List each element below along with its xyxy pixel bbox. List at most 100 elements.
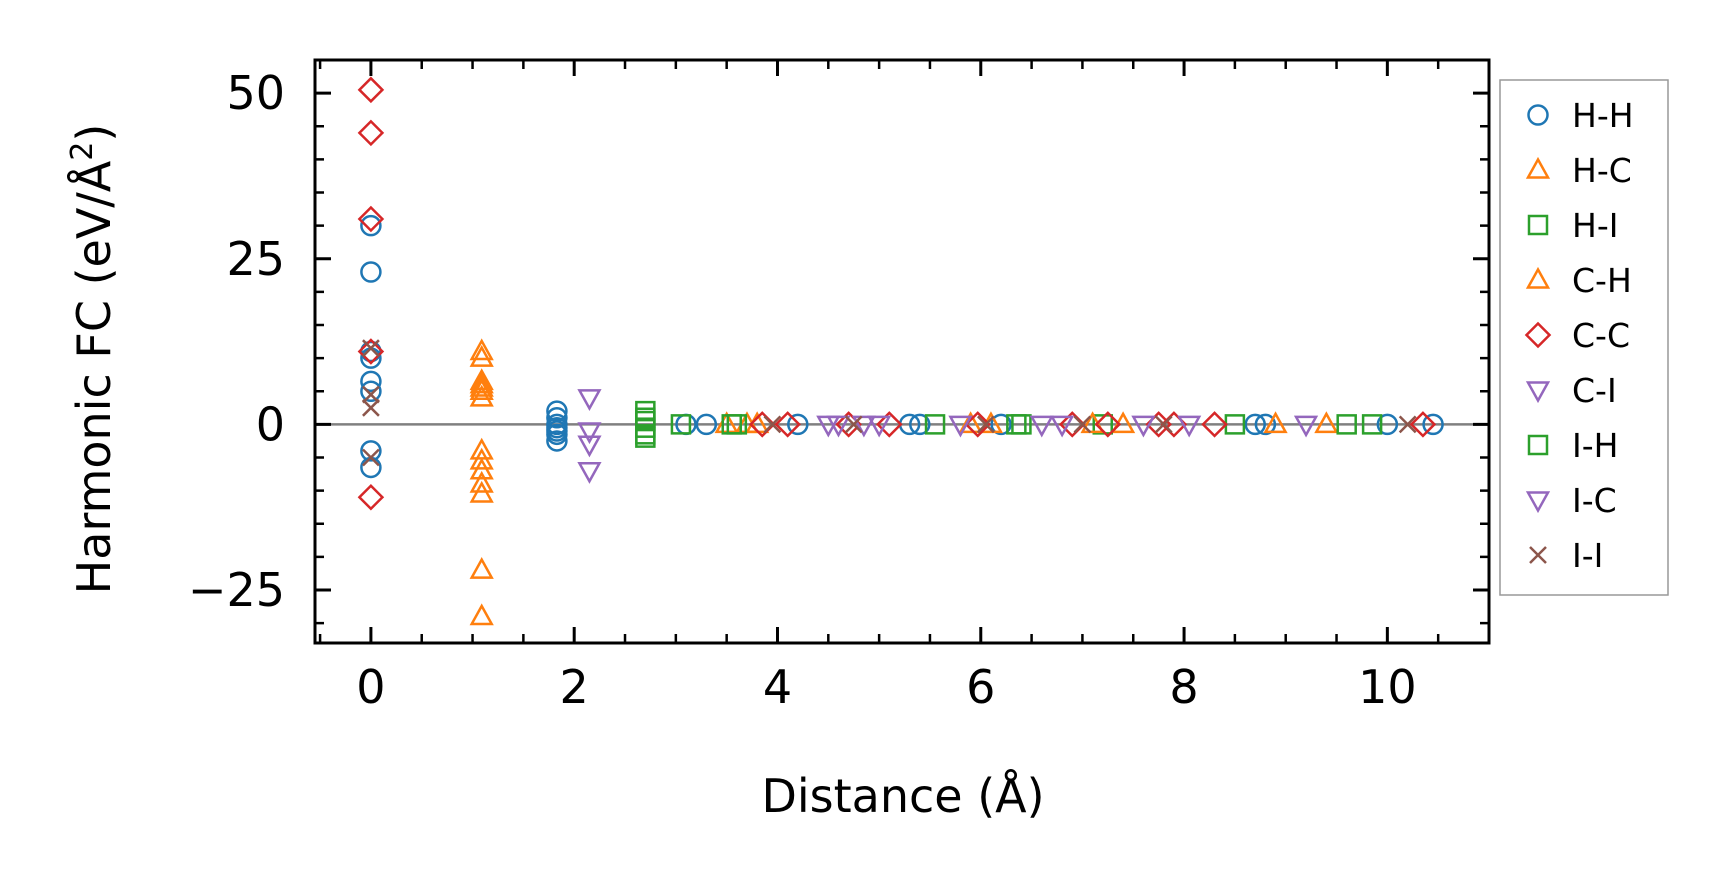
legend-item: H-I (1527, 206, 1618, 245)
legend-marker (1527, 434, 1549, 456)
legend-marker (1525, 381, 1551, 404)
data-point (948, 415, 973, 438)
data-point (1422, 413, 1444, 436)
data-point (774, 411, 801, 438)
legend-item: I-C (1525, 481, 1617, 520)
legend-item: C-C (1524, 316, 1630, 355)
data-point (360, 340, 382, 363)
data-point (469, 603, 494, 626)
data-point (958, 411, 983, 434)
data-point (546, 407, 568, 429)
data-point (1201, 411, 1228, 438)
legend-item: C-H (1525, 261, 1632, 300)
legend-marker (1524, 321, 1552, 349)
data-point (469, 338, 494, 361)
data-point (876, 411, 903, 438)
legend-marker (1527, 104, 1549, 126)
data-point (1376, 413, 1399, 436)
legend-item: H-H (1527, 96, 1634, 135)
data-point (1092, 414, 1113, 435)
data-point (635, 407, 656, 428)
data-point (546, 423, 568, 446)
data-point (362, 385, 380, 404)
data-point (577, 435, 602, 458)
y-axis-label-sup: 2 (65, 142, 100, 161)
data-point (1361, 414, 1383, 435)
data-point (851, 415, 877, 438)
x-tick-label: 0 (356, 660, 385, 714)
legend-label: I-I (1572, 536, 1603, 575)
data-point (1029, 415, 1054, 438)
data-point (469, 345, 494, 367)
data-point (763, 415, 782, 434)
data-point (469, 384, 494, 407)
series-I-C (826, 415, 1202, 438)
y-tick-label: 25 (226, 232, 285, 286)
x-tick-label: 2 (560, 660, 589, 714)
legend-label: C-H (1572, 261, 1632, 300)
x-tick-label: 8 (1169, 660, 1198, 714)
legend-label: C-I (1572, 371, 1617, 410)
y-tick-label: 50 (226, 66, 285, 120)
data-point (1293, 415, 1319, 438)
data-point (360, 261, 382, 283)
data-point (1049, 415, 1075, 438)
data-point (964, 411, 991, 438)
data-point (1244, 413, 1266, 436)
legend-label: H-H (1572, 96, 1634, 135)
legend-item: I-H (1527, 426, 1618, 465)
y-axis-label: Harmonic FC (eV/Å2) (65, 124, 121, 595)
data-point (577, 389, 602, 411)
data-point (816, 415, 841, 438)
data-point (990, 413, 1012, 436)
data-point (357, 205, 385, 233)
data-point (635, 424, 656, 445)
legend-marker (1527, 214, 1549, 236)
data-point (1154, 415, 1173, 434)
data-point (867, 415, 892, 438)
data-point (577, 422, 602, 445)
y-tick-label: −25 (188, 563, 285, 617)
series-C-I (577, 389, 1319, 484)
y-axis-label-close: ) (67, 124, 121, 142)
data-point (670, 414, 692, 435)
legend-marker (1529, 546, 1547, 564)
x-axis-label: Distance (Å) (761, 769, 1044, 823)
data-point (695, 413, 718, 436)
legend: H-H H-C H-I C-H C-C C-I I-H I-C I-I (1499, 79, 1669, 596)
legend-marker (1525, 156, 1551, 179)
data-point (357, 483, 385, 511)
data-point (357, 338, 385, 365)
y-tick-label: 0 (256, 397, 285, 451)
data-point (469, 371, 494, 394)
data-point (469, 374, 494, 397)
data-point (826, 415, 851, 438)
y-axis-label-main: Harmonic FC (eV/Å (67, 160, 121, 594)
data-point (1254, 413, 1277, 436)
data-point (360, 214, 382, 237)
legend-label: C-C (1572, 316, 1630, 355)
data-point (546, 430, 568, 452)
data-point (360, 370, 382, 393)
data-point (1263, 411, 1288, 434)
data-point (469, 457, 494, 480)
data-point (469, 378, 494, 400)
series-I-I (362, 339, 1417, 467)
x-tick-label: 4 (763, 660, 792, 714)
legend-marker (1525, 266, 1551, 289)
data-point (844, 415, 863, 434)
legend-label: H-C (1572, 151, 1632, 190)
legend-marker (1525, 491, 1551, 514)
data-point (1011, 414, 1032, 435)
data-point (362, 448, 380, 467)
data-point (976, 415, 995, 434)
data-point (362, 339, 380, 358)
data-point (1314, 411, 1339, 434)
data-point (357, 76, 385, 104)
data-point (362, 398, 380, 417)
data-point (1398, 415, 1417, 434)
legend-label: I-H (1572, 426, 1618, 465)
legend-item: H-C (1525, 151, 1632, 190)
data-point (469, 447, 494, 470)
data-point (909, 413, 931, 436)
